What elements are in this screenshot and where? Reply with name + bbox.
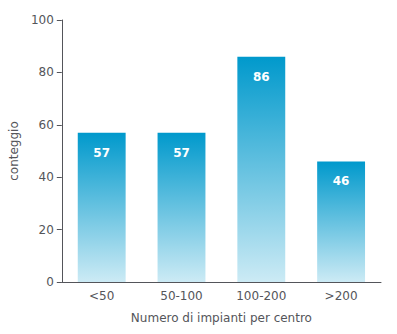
svg-text:20: 20 [39,223,54,237]
svg-text:46: 46 [333,174,350,188]
svg-text:100-200: 100-200 [236,289,286,303]
svg-text:86: 86 [253,70,270,84]
svg-text:Numero di impianti per centro: Numero di impianti per centro [131,311,312,325]
svg-text:>200: >200 [325,289,358,303]
svg-text:40: 40 [39,170,54,184]
svg-text:60: 60 [39,118,54,132]
svg-text:<50: <50 [89,289,114,303]
svg-text:100: 100 [31,13,54,27]
svg-text:conteggio: conteggio [7,121,21,181]
svg-text:0: 0 [46,275,54,289]
svg-text:80: 80 [39,65,54,79]
svg-text:57: 57 [93,146,110,160]
svg-text:57: 57 [173,146,190,160]
svg-text:50-100: 50-100 [160,289,203,303]
